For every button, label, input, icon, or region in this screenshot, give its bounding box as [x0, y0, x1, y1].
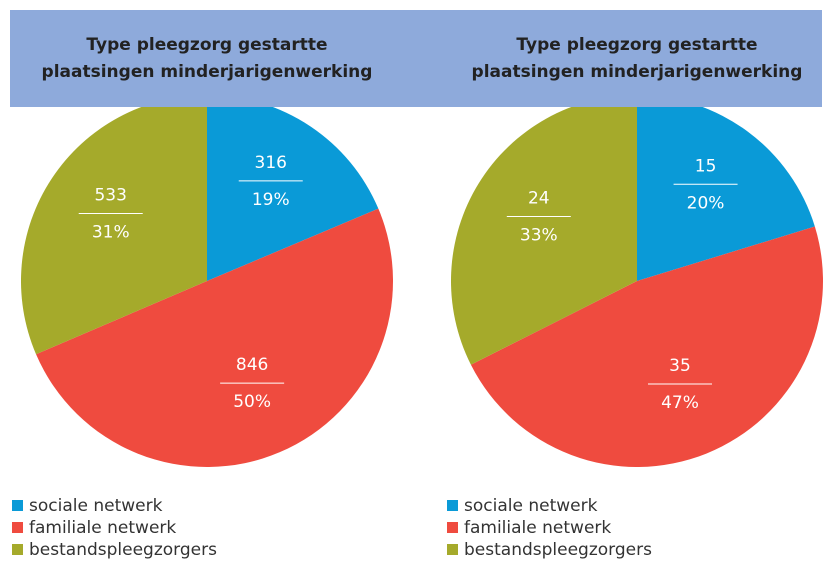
slice-count: 35 — [669, 356, 691, 376]
slice-percent: 31% — [92, 223, 130, 243]
slice-percent: 20% — [687, 193, 725, 213]
slice-count: 15 — [695, 156, 717, 176]
legend-swatch — [447, 544, 458, 555]
title-line: Type pleegzorg gestartte — [86, 35, 327, 55]
legend-label: familiale netwerk — [464, 518, 611, 538]
pie-slice — [20, 95, 208, 355]
slice-count: 846 — [236, 355, 268, 375]
legend-swatch — [12, 544, 23, 555]
legend-swatch — [447, 522, 458, 533]
legend-label: bestandspleegzorgers — [464, 540, 652, 560]
pie-slice — [470, 226, 824, 468]
slice-percent: 19% — [252, 190, 290, 210]
pie-slice — [637, 95, 815, 281]
legend-label: bestandspleegzorgers — [29, 540, 217, 560]
title-line: plaatsingen minderjarigenwerking — [472, 62, 803, 82]
slice-count: 533 — [94, 186, 126, 206]
slice-count: 24 — [528, 189, 550, 209]
slice-percent: 33% — [520, 226, 558, 246]
slice-count: 316 — [255, 153, 287, 173]
title-line: Type pleegzorg gestartte — [516, 35, 757, 55]
slice-percent: 50% — [233, 392, 271, 412]
title-line: plaatsingen minderjarigenwerking — [42, 62, 373, 82]
chart-title: Type pleegzorg gestartte plaatsingen mind… — [42, 35, 373, 82]
pie-slice — [451, 95, 637, 365]
chart-title: Type pleegzorg gestartte plaatsingen mind… — [472, 35, 803, 82]
legend-label: sociale netwerk — [29, 496, 163, 516]
pie-slice — [207, 95, 379, 281]
legend-label: familiale netwerk — [29, 518, 176, 538]
legend-label: sociale netwerk — [464, 496, 598, 516]
legend-swatch — [12, 522, 23, 533]
legend-swatch — [12, 500, 23, 511]
header-band — [10, 10, 822, 107]
slice-percent: 47% — [661, 393, 699, 413]
pie-slice — [36, 208, 394, 468]
legend-swatch — [447, 500, 458, 511]
